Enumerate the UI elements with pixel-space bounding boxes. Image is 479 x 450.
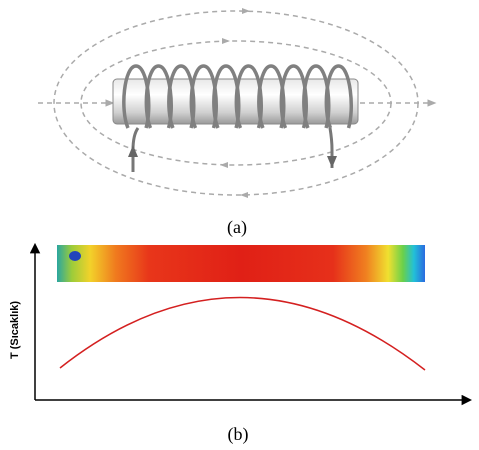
field-lines (38, 8, 437, 198)
arrowhead (327, 156, 337, 168)
lead-wire (328, 127, 334, 168)
arrowhead (128, 145, 138, 157)
panel-label: (a) (227, 217, 247, 238)
coil-turn (212, 64, 241, 129)
coil-turn (257, 64, 286, 129)
temperature-curve (59, 296, 426, 371)
coil-turn (167, 64, 196, 129)
coil-turn (234, 64, 263, 129)
coil (122, 64, 353, 129)
arrowhead (242, 8, 250, 14)
coil-turn (122, 64, 151, 129)
coil-turn (302, 64, 331, 129)
coil-turn (279, 64, 308, 129)
coil-turn (144, 64, 173, 129)
panel-label: (b) (228, 424, 249, 445)
heat-bar (57, 245, 425, 282)
arrowhead (220, 162, 228, 168)
spot (69, 251, 81, 261)
arrowhead (222, 38, 230, 44)
arrowhead (240, 192, 248, 198)
coil-turn (324, 64, 353, 129)
y-axis-label: T (Sıcaklık) (9, 301, 21, 359)
coil-turn (189, 64, 218, 129)
